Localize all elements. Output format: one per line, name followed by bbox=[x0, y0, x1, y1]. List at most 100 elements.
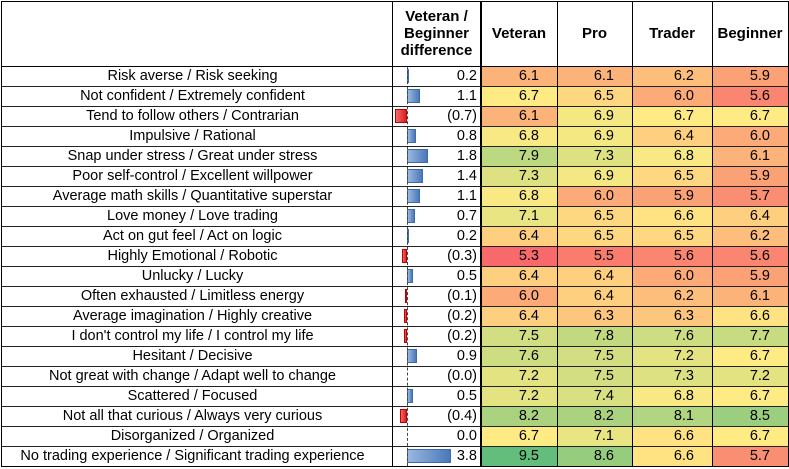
trait-label: Hesitant / Decisive bbox=[132, 348, 253, 364]
value-cell: 6.1 bbox=[712, 146, 788, 166]
grid-line bbox=[1, 86, 788, 87]
trait-label: Average math skills / Quantitative super… bbox=[52, 188, 333, 204]
trait-label: Risk averse / Risk seeking bbox=[107, 68, 278, 84]
diff-value: 0.5 bbox=[456, 268, 477, 284]
value-cell: 5.7 bbox=[712, 186, 788, 206]
value-cell: 7.2 bbox=[712, 366, 788, 386]
trait-label: Highly Emotional / Robotic bbox=[107, 248, 278, 264]
value-cell: 7.5 bbox=[481, 326, 557, 346]
header-trader: Trader bbox=[649, 25, 695, 42]
value-cell: 6.6 bbox=[712, 306, 788, 326]
value-cell: 5.7 bbox=[712, 446, 788, 466]
value-cell: 8.5 bbox=[712, 406, 788, 426]
trait-label: Not great with change / Adapt well to ch… bbox=[49, 368, 336, 384]
grid-line bbox=[1, 186, 788, 187]
diff-value: 0.0 bbox=[456, 428, 477, 444]
value-cell: 6.5 bbox=[557, 206, 632, 226]
trait-label: Often exhausted / Limitless energy bbox=[80, 288, 305, 304]
value-cell: 6.2 bbox=[632, 66, 712, 86]
grid-line bbox=[1, 106, 788, 107]
value-cell: 6.0 bbox=[632, 86, 712, 106]
value-cell: 5.6 bbox=[712, 86, 788, 106]
grid-line bbox=[632, 1, 633, 467]
grid-line bbox=[1, 326, 788, 327]
value-cell: 7.2 bbox=[481, 386, 557, 406]
value-cell: 6.7 bbox=[481, 426, 557, 446]
value-cell: 6.3 bbox=[557, 306, 632, 326]
grid-line bbox=[1, 466, 788, 467]
grid-line bbox=[1, 346, 788, 347]
grid-line bbox=[1, 446, 788, 447]
value-cell: 6.4 bbox=[632, 126, 712, 146]
value-cell: 7.1 bbox=[557, 426, 632, 446]
value-cell: 6.7 bbox=[712, 386, 788, 406]
grid-line bbox=[1, 266, 788, 267]
value-cell: 6.4 bbox=[712, 206, 788, 226]
grid-line bbox=[1, 66, 788, 67]
value-cell: 7.1 bbox=[481, 206, 557, 226]
value-cell: 6.9 bbox=[557, 106, 632, 126]
header-beginner: Beginner bbox=[717, 25, 783, 42]
trait-label: Impulsive / Rational bbox=[129, 128, 256, 144]
grid-line bbox=[1, 1, 2, 467]
value-cell: 7.6 bbox=[632, 326, 712, 346]
grid-line bbox=[1, 166, 788, 167]
value-cell: 6.2 bbox=[712, 226, 788, 246]
diff-value: 1.1 bbox=[456, 188, 477, 204]
value-cell: 6.4 bbox=[481, 226, 557, 246]
diff-value: (0.2) bbox=[447, 308, 477, 324]
trait-label: Love money / Love trading bbox=[107, 208, 278, 224]
value-cell: 6.1 bbox=[712, 286, 788, 306]
diff-value: (0.3) bbox=[447, 248, 477, 264]
value-cell: 6.2 bbox=[632, 286, 712, 306]
value-cell: 5.3 bbox=[481, 246, 557, 266]
diff-bar bbox=[395, 109, 407, 123]
value-cell: 6.6 bbox=[632, 206, 712, 226]
value-cell: 5.9 bbox=[712, 266, 788, 286]
value-cell: 7.3 bbox=[481, 166, 557, 186]
value-cell: 7.3 bbox=[632, 366, 712, 386]
value-cell: 8.2 bbox=[557, 406, 632, 426]
value-cell: 6.6 bbox=[632, 446, 712, 466]
value-cell: 6.1 bbox=[481, 66, 557, 86]
value-cell: 6.0 bbox=[632, 266, 712, 286]
grid-line bbox=[1, 286, 788, 287]
value-cell: 5.9 bbox=[712, 166, 788, 186]
value-cell: 6.8 bbox=[632, 386, 712, 406]
value-cell: 6.8 bbox=[481, 126, 557, 146]
value-cell: 6.9 bbox=[557, 166, 632, 186]
grid-line bbox=[1, 386, 788, 387]
value-cell: 6.1 bbox=[557, 66, 632, 86]
value-cell: 6.1 bbox=[481, 106, 557, 126]
grid-line bbox=[1, 126, 788, 127]
diff-value: (0.7) bbox=[447, 108, 477, 124]
value-cell: 7.3 bbox=[557, 146, 632, 166]
diff-bar bbox=[401, 249, 407, 263]
grid-line bbox=[1, 226, 788, 227]
value-cell: 6.4 bbox=[557, 286, 632, 306]
diff-bar bbox=[405, 289, 407, 303]
grid-line bbox=[1, 426, 788, 427]
value-cell: 6.8 bbox=[481, 186, 557, 206]
grid-line bbox=[1, 146, 788, 147]
value-cell: 6.0 bbox=[481, 286, 557, 306]
value-cell: 7.5 bbox=[557, 366, 632, 386]
value-cell: 6.7 bbox=[481, 86, 557, 106]
value-cell: 8.1 bbox=[632, 406, 712, 426]
grid-line bbox=[1, 306, 788, 307]
trait-label: Not all that curious / Always very curio… bbox=[62, 408, 323, 424]
value-cell: 6.5 bbox=[557, 226, 632, 246]
trait-label: Act on gut feel / Act on logic bbox=[103, 228, 282, 244]
value-cell: 6.4 bbox=[481, 306, 557, 326]
value-cell: 6.4 bbox=[481, 266, 557, 286]
value-cell: 7.4 bbox=[557, 386, 632, 406]
trait-label: Tend to follow others / Contrarian bbox=[86, 108, 299, 124]
diff-value: 0.8 bbox=[456, 128, 477, 144]
diff-bar bbox=[403, 309, 407, 323]
value-cell: 6.5 bbox=[557, 86, 632, 106]
value-cell: 6.7 bbox=[712, 106, 788, 126]
value-cell: 5.9 bbox=[712, 66, 788, 86]
diff-value: 0.5 bbox=[456, 388, 477, 404]
diff-value: 1.1 bbox=[456, 88, 477, 104]
